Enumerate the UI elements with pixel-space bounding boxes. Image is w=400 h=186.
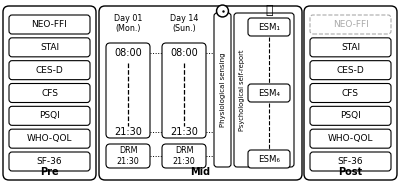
Text: ESM₆: ESM₆: [258, 155, 280, 163]
Text: ESM₁: ESM₁: [258, 23, 280, 31]
FancyBboxPatch shape: [106, 144, 150, 168]
Text: Psychological self-report: Psychological self-report: [239, 49, 245, 131]
FancyBboxPatch shape: [310, 152, 391, 171]
FancyBboxPatch shape: [310, 61, 391, 80]
Text: STAI: STAI: [341, 43, 360, 52]
Text: DRM
21:30: DRM 21:30: [117, 146, 139, 166]
FancyBboxPatch shape: [248, 84, 290, 102]
Text: STAI: STAI: [40, 43, 59, 52]
Text: CES-D: CES-D: [36, 66, 63, 75]
FancyBboxPatch shape: [99, 6, 302, 180]
Text: WHO-QOL: WHO-QOL: [328, 134, 373, 143]
FancyBboxPatch shape: [304, 6, 397, 180]
Text: CES-D: CES-D: [337, 66, 364, 75]
Text: SF-36: SF-36: [37, 157, 62, 166]
FancyBboxPatch shape: [9, 106, 90, 125]
Text: NEO-FFI: NEO-FFI: [32, 20, 67, 29]
FancyBboxPatch shape: [234, 13, 294, 167]
Circle shape: [218, 7, 227, 15]
Text: SF-36: SF-36: [338, 157, 363, 166]
Text: 🐻: 🐻: [265, 4, 273, 17]
FancyBboxPatch shape: [162, 43, 206, 138]
FancyBboxPatch shape: [9, 61, 90, 80]
FancyBboxPatch shape: [3, 6, 96, 180]
FancyBboxPatch shape: [9, 38, 90, 57]
FancyBboxPatch shape: [310, 106, 391, 125]
FancyBboxPatch shape: [9, 129, 90, 148]
Text: 21:30: 21:30: [170, 127, 198, 137]
FancyBboxPatch shape: [310, 84, 391, 102]
FancyBboxPatch shape: [248, 150, 290, 168]
FancyBboxPatch shape: [310, 38, 391, 57]
FancyBboxPatch shape: [9, 152, 90, 171]
Text: CFS: CFS: [41, 89, 58, 97]
Text: NEO-FFI: NEO-FFI: [333, 20, 368, 29]
Text: WHO-QOL: WHO-QOL: [27, 134, 72, 143]
FancyBboxPatch shape: [9, 15, 90, 34]
FancyBboxPatch shape: [106, 43, 150, 138]
FancyBboxPatch shape: [214, 13, 231, 167]
Text: PSQI: PSQI: [340, 111, 361, 120]
FancyBboxPatch shape: [310, 129, 391, 148]
Text: 21:30: 21:30: [114, 127, 142, 137]
Text: CFS: CFS: [342, 89, 359, 97]
FancyBboxPatch shape: [162, 144, 206, 168]
Text: PSQI: PSQI: [39, 111, 60, 120]
Text: Day 14
(Sun.): Day 14 (Sun.): [170, 14, 198, 33]
Circle shape: [216, 5, 228, 17]
Text: DRM
21:30: DRM 21:30: [173, 146, 195, 166]
Text: Physiological sensing: Physiological sensing: [220, 53, 226, 127]
Text: Post: Post: [338, 167, 362, 177]
Text: Pre: Pre: [40, 167, 59, 177]
FancyBboxPatch shape: [248, 18, 290, 36]
FancyBboxPatch shape: [9, 84, 90, 102]
Text: 08:00: 08:00: [170, 48, 198, 58]
Text: ESM₄: ESM₄: [258, 89, 280, 97]
Text: Day 01
(Mon.): Day 01 (Mon.): [114, 14, 142, 33]
FancyBboxPatch shape: [310, 15, 391, 34]
Text: 08:00: 08:00: [114, 48, 142, 58]
Text: Mid: Mid: [190, 167, 210, 177]
